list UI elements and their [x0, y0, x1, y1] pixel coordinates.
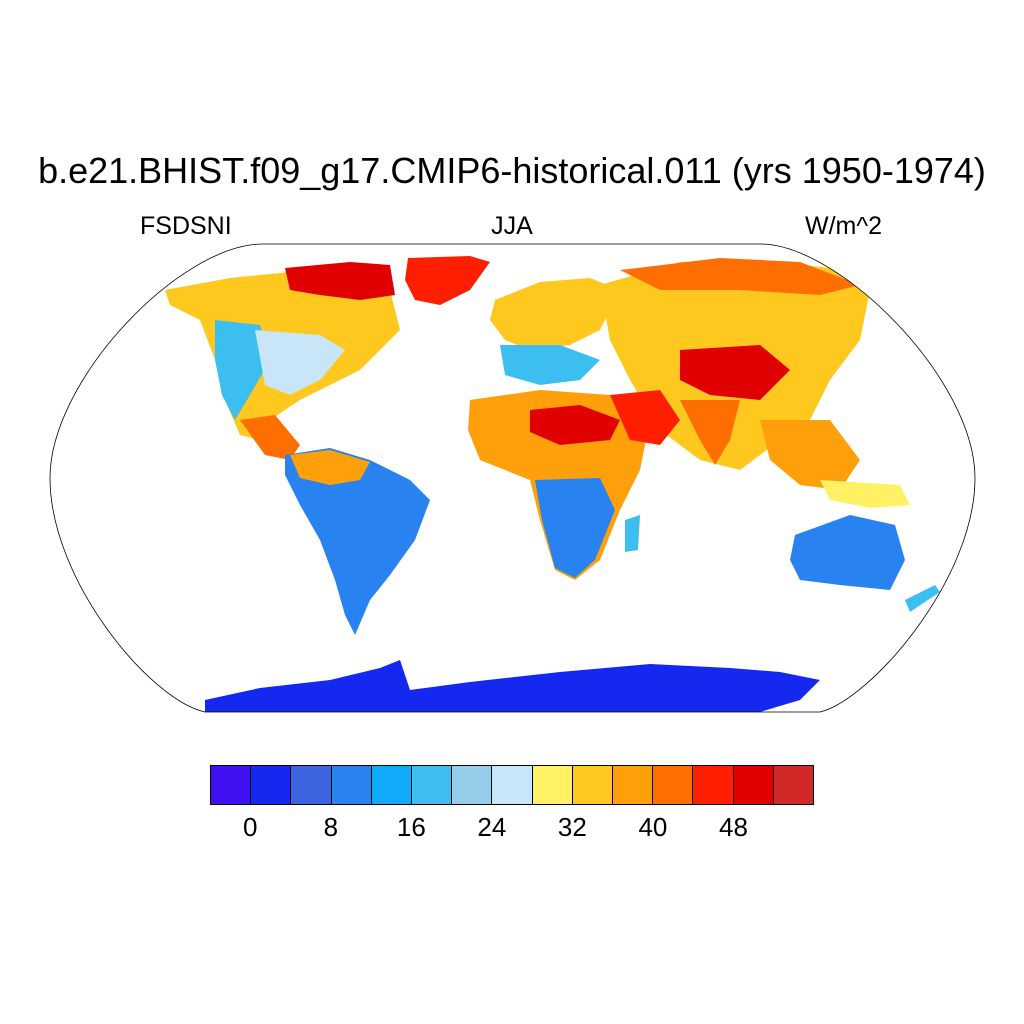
north-america-central: [255, 330, 345, 395]
southeast-asia: [760, 420, 860, 490]
south-america: [285, 448, 430, 635]
colorbar-tick-label: 8: [323, 812, 339, 842]
colorbar-tick-label: 24: [477, 812, 507, 842]
colorbar-box: [613, 766, 654, 804]
australia: [790, 515, 905, 590]
tibet: [680, 345, 790, 400]
madagascar: [625, 515, 640, 552]
canadian-arctic: [285, 262, 395, 300]
greenland: [405, 256, 490, 305]
globe-outline: [49, 243, 976, 713]
colorbar-box: [211, 766, 252, 804]
colorbar-tick-label: 32: [557, 812, 587, 842]
india: [680, 400, 740, 465]
europe-south: [500, 345, 600, 385]
units-label: W/m^2: [804, 212, 882, 240]
colorbar: [210, 765, 814, 805]
colorbar-box: [532, 766, 573, 804]
siberia-north: [620, 258, 860, 295]
new-zealand: [905, 585, 940, 612]
arabia: [610, 390, 680, 445]
south-america-north: [290, 450, 370, 485]
colorbar-box: [251, 766, 292, 804]
plot-title: b.e21.BHIST.f09_g17.CMIP6-historical.011…: [38, 150, 986, 191]
colorbar-box: [693, 766, 734, 804]
season-label: JJA: [491, 212, 533, 240]
colorbar-tick-label: 16: [396, 812, 426, 842]
central-america: [240, 415, 300, 460]
colorbar-box: [733, 766, 774, 804]
colorbar-box: [331, 766, 372, 804]
colorbar-box: [773, 766, 814, 804]
sahara-core: [530, 405, 620, 445]
europe: [490, 278, 620, 350]
variable-label: FSDSNI: [140, 212, 232, 240]
africa-south: [535, 478, 615, 578]
antarctica: [205, 660, 820, 712]
colorbar-box: [572, 766, 614, 804]
colorbar-box: [653, 766, 694, 804]
north-america-west: [215, 320, 270, 420]
colorbar-box: [492, 766, 533, 804]
colorbar-tick-label: 48: [718, 812, 748, 842]
colorbar-tick-label: 0: [243, 812, 258, 842]
colorbar-box: [412, 766, 453, 804]
colorbar-tick-label: 40: [638, 812, 668, 842]
colorbar-box: [452, 766, 493, 804]
colorbar-box: [291, 766, 332, 804]
colorbar-box: [371, 766, 413, 804]
maritime-asia: [820, 480, 910, 508]
